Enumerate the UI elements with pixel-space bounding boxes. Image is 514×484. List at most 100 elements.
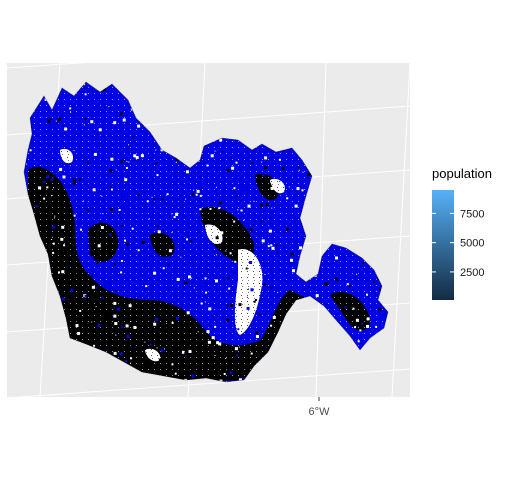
landmass-speckle <box>366 322 368 323</box>
landmass-speckle <box>84 316 86 318</box>
landmass-speckle <box>93 152 97 156</box>
landmass-speckle <box>196 189 200 193</box>
landmass-speckle <box>271 157 273 159</box>
graticule-line <box>13 368 410 397</box>
landmass-speckle <box>309 177 312 180</box>
landmass-speckle <box>243 188 247 192</box>
landmass-speckle <box>59 167 63 171</box>
landmass-speckle <box>72 181 76 185</box>
landmass-speckle <box>267 245 270 248</box>
landmass-speckle <box>52 242 55 245</box>
landmass-speckle <box>241 352 244 355</box>
landmass-speckle <box>125 359 128 362</box>
landmass-speckle <box>175 212 179 216</box>
landmass-speckle <box>185 198 187 200</box>
landmass-speckle <box>255 331 259 335</box>
landmass-speckle <box>101 297 104 300</box>
landmass-speckle <box>250 288 254 292</box>
landmass-speckle <box>60 237 64 241</box>
landmass-speckle <box>197 331 199 333</box>
legend-tick-label: 5000 <box>460 238 484 250</box>
landmass-speckle <box>180 195 182 196</box>
landmass-speckle <box>235 161 238 164</box>
landmass-speckle <box>133 326 137 329</box>
landmass-speckle <box>86 209 89 212</box>
landmass-speckle <box>102 213 104 215</box>
landmass-speckle <box>200 375 202 377</box>
landmass-speckle <box>201 220 203 222</box>
landmass-speckle <box>130 321 132 322</box>
landmass-speckle <box>202 284 205 287</box>
landmass-speckle <box>121 325 124 328</box>
landmass-speckle <box>159 199 161 201</box>
landmass-speckle <box>26 163 28 165</box>
landmass-speckle <box>164 326 167 329</box>
landmass-speckle <box>246 306 250 310</box>
landmass-speckle <box>281 167 285 171</box>
landmass-speckle <box>90 274 93 277</box>
landmass-speckle <box>163 291 165 293</box>
landmass-speckle <box>29 149 32 152</box>
landmass-speckle <box>46 175 50 179</box>
landmass-speckle <box>74 159 76 161</box>
landmass-speckle <box>231 166 235 170</box>
landmass-speckle <box>52 251 55 254</box>
landmass-speckle <box>355 269 357 270</box>
landmass-speckle <box>91 321 93 323</box>
x-axis-tick-label: 6°W <box>309 406 331 418</box>
landmass-speckle <box>145 285 148 288</box>
landmass-speckle <box>137 124 141 128</box>
landmass-speckle <box>234 347 238 351</box>
landmass-speckle <box>294 204 298 208</box>
landmass-speckle <box>77 201 81 205</box>
landmass-speckle <box>220 231 224 235</box>
landmass-speckle <box>214 150 216 152</box>
landmass-speckle <box>172 278 176 282</box>
landmass-speckle <box>157 230 161 234</box>
landmass-speckle <box>231 157 232 159</box>
landmass-speckle <box>231 294 233 296</box>
landmass-speckle <box>114 322 118 325</box>
landmass-speckle <box>199 194 202 197</box>
landmass-speckle <box>171 232 173 234</box>
landmass-speckle <box>130 345 133 348</box>
landmass-speckle <box>253 160 257 164</box>
landmass-speckle <box>57 131 61 135</box>
landmass-speckle <box>61 91 63 93</box>
landmass-speckle <box>359 329 362 332</box>
landmass-speckle <box>97 244 101 248</box>
landmass-speckle <box>47 119 51 123</box>
landmass-speckle <box>114 289 117 292</box>
landmass-speckle <box>176 316 179 320</box>
landmass-speckle <box>228 287 231 290</box>
landmass-speckle <box>95 187 99 190</box>
landmass-speckle <box>188 275 191 279</box>
landmass-speckle <box>282 150 283 152</box>
landmass-speckle <box>49 236 51 238</box>
landmass-speckle <box>181 350 185 354</box>
landmass-speckle <box>155 149 157 151</box>
landmass-speckle <box>230 205 232 207</box>
landmass-speckle <box>215 236 219 240</box>
landmass-speckle <box>166 323 168 325</box>
landmass-speckle <box>216 341 220 345</box>
landmass-speckle <box>368 306 372 310</box>
landmass-speckle <box>195 171 197 173</box>
landmass-speckle <box>188 350 192 353</box>
landmass-speckle <box>86 161 89 164</box>
landmass-speckle <box>378 307 382 311</box>
landmass-speckle <box>243 260 246 263</box>
landmass-speckle <box>100 226 104 229</box>
landmass-speckle <box>261 239 265 243</box>
landmass-speckle <box>160 349 164 353</box>
landmass-speckle <box>225 357 227 359</box>
landmass-speckle <box>120 259 123 262</box>
landmass-speckle <box>59 108 61 110</box>
landmass-speckle <box>200 253 202 255</box>
landmass-speckle <box>237 328 240 331</box>
legend-colorbar <box>432 190 454 300</box>
landmass-speckle <box>120 159 124 163</box>
landmass-speckle <box>278 158 281 161</box>
landmass-speckle <box>123 194 127 198</box>
landmass-speckle <box>51 122 55 125</box>
